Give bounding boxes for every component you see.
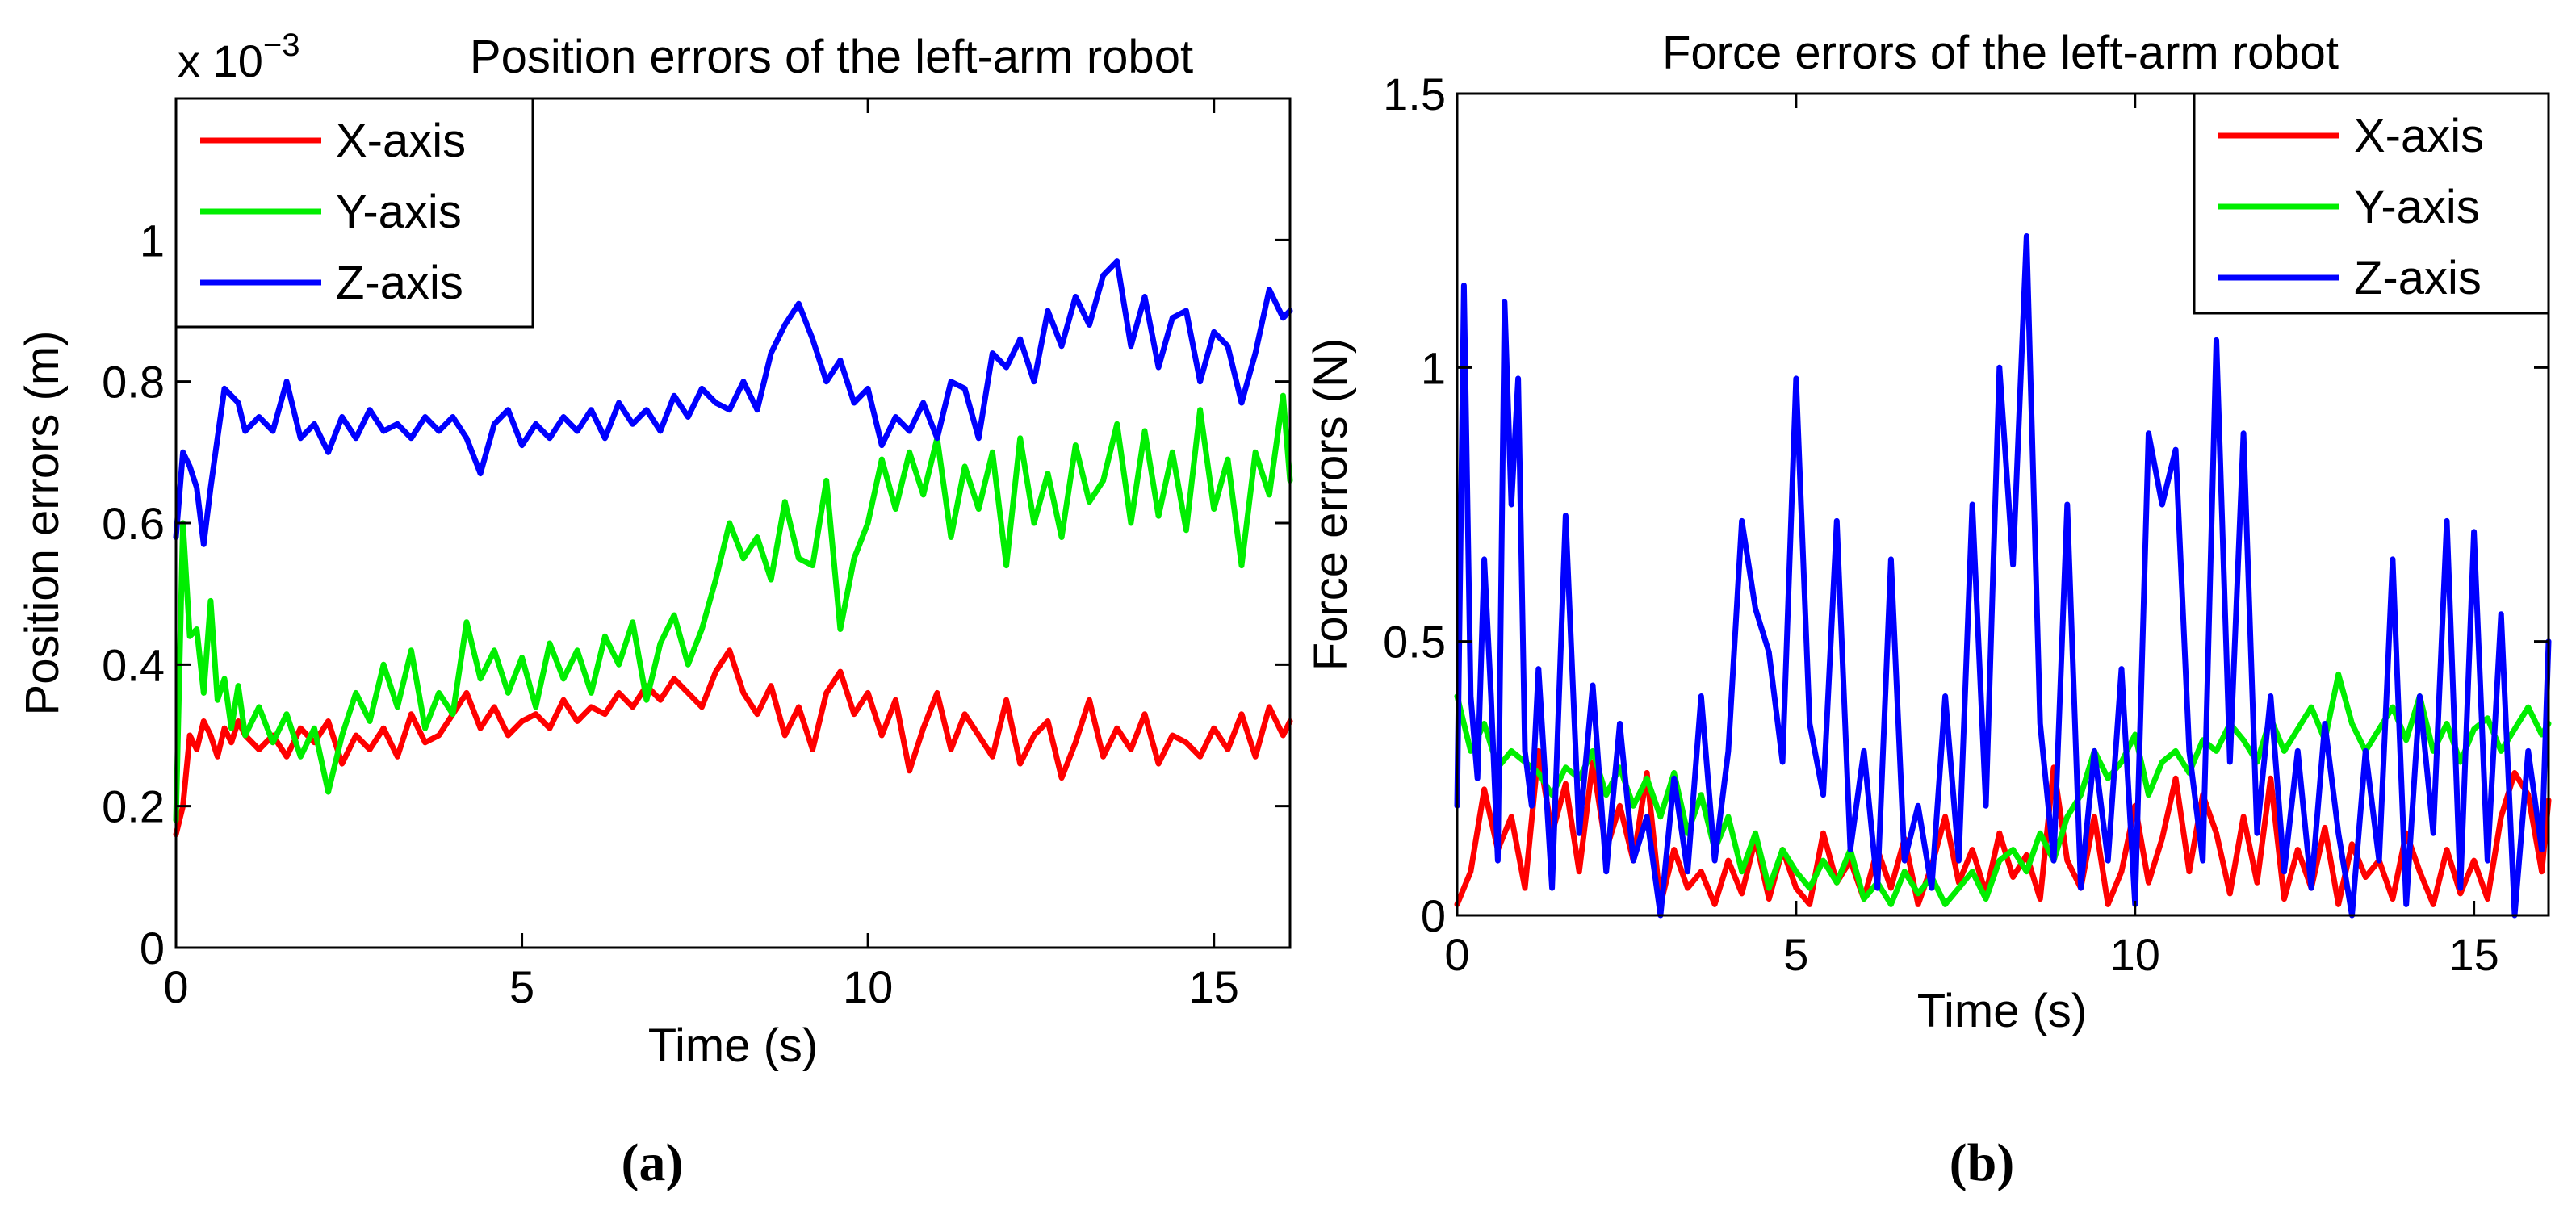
y-tick-label: 1: [140, 215, 165, 266]
y-tick-label: 0: [140, 923, 165, 973]
y-axis-label: Force errors (N): [1305, 338, 1357, 671]
axes-frame: [1456, 92, 2550, 917]
y-tick-label: 1: [1421, 342, 1446, 393]
legend-label-x-axis: X-axis: [336, 115, 466, 167]
x-tick-label: 0: [1444, 929, 1469, 980]
legend-label-z-axis: Z-axis: [2354, 252, 2482, 304]
y-axis-label: Position errors (m): [16, 331, 69, 716]
chart-title: Position errors of the left-arm robot: [470, 31, 1193, 83]
series-group: [173, 258, 1293, 838]
tick-group: 0 5 10 15 0 0.5 1 1.5: [1383, 69, 2549, 980]
y-tick-label: 0: [1421, 890, 1446, 941]
y-multiplier-label: x 10−3: [178, 27, 299, 86]
x-tick-label: 10: [2110, 929, 2160, 980]
legend-label-y-axis: Y-axis: [2354, 181, 2480, 233]
legend-label-y-axis: Y-axis: [336, 186, 462, 238]
y-tick-label: 0.8: [102, 357, 165, 408]
x-axis-label: Time (s): [648, 1019, 818, 1072]
series-line-y-axis: [173, 392, 1293, 823]
x-tick-label: 15: [1189, 961, 1239, 1012]
x-tick-label: 10: [843, 961, 893, 1012]
legend: X-axis Y-axis Z-axis: [174, 97, 534, 329]
y-multiplier-exponent: −3: [263, 27, 300, 63]
panel-label-b: (b): [1950, 1133, 2015, 1192]
y-tick-label: 0.2: [102, 781, 165, 832]
x-axis-label: Time (s): [1917, 985, 2087, 1037]
x-tick-label: 15: [2448, 929, 2499, 980]
series-line-y-axis: [1454, 671, 2552, 907]
y-tick-label: 0.6: [102, 498, 165, 549]
legend-label-z-axis: Z-axis: [336, 257, 463, 309]
series-line-z-axis: [173, 258, 1293, 547]
tick-group: 0 5 10 15 0 0.2 0.4 0.6 0.8 1: [102, 98, 1290, 1012]
legend-label-x-axis: X-axis: [2354, 110, 2484, 162]
y-tick-label: 0.4: [102, 639, 165, 690]
series-line-z-axis: [1454, 233, 2552, 919]
x-tick-label: 0: [163, 961, 188, 1012]
panel-label-a: (a): [622, 1133, 684, 1192]
x-tick-label: 5: [509, 961, 534, 1012]
legend: X-axis Y-axis Z-axis: [2193, 92, 2550, 315]
x-tick-label: 5: [1783, 929, 1808, 980]
y-tick-label: 1.5: [1383, 69, 1446, 119]
chart-title: Force errors of the left-arm robot: [1662, 27, 2339, 79]
series-group: [1454, 233, 2552, 919]
series-line-x-axis: [173, 647, 1293, 838]
panel-b-force-errors: Force errors of the left-arm robot 0 5 10 1…: [1305, 27, 2552, 1192]
panel-a-position-errors: x 10−3 Position errors of the left-arm r…: [16, 27, 1293, 1192]
y-tick-label: 0.5: [1383, 617, 1446, 668]
